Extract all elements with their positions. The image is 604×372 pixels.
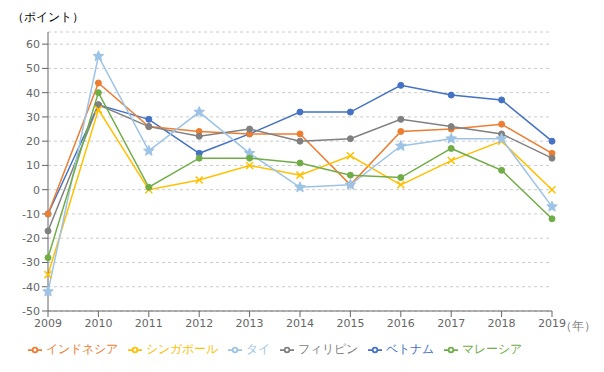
html-text:シンガポール: シンガポール bbox=[146, 342, 218, 356]
svg-text:10: 10 bbox=[26, 159, 40, 172]
html-text:インドネシア: インドネシア bbox=[46, 342, 118, 356]
html-text:ベトナム: ベトナム bbox=[386, 342, 434, 356]
svg-text:2010: 2010 bbox=[84, 317, 112, 330]
svg-text:0: 0 bbox=[33, 184, 40, 197]
svg-text:60: 60 bbox=[26, 38, 40, 51]
html-text:マレーシア: マレーシア bbox=[462, 342, 522, 356]
svg-text:2018: 2018 bbox=[488, 317, 516, 330]
svg-text:2013: 2013 bbox=[236, 317, 264, 330]
svg-text:2014: 2014 bbox=[286, 317, 314, 330]
svg-text:2017: 2017 bbox=[437, 317, 465, 330]
svg-text:-50: -50 bbox=[22, 305, 40, 318]
svg-text:40: 40 bbox=[26, 87, 40, 100]
svg-text:-10: -10 bbox=[22, 208, 40, 221]
svg-text:-40: -40 bbox=[22, 281, 40, 294]
svg-text:50: 50 bbox=[26, 62, 40, 75]
svg-text:-30: -30 bbox=[22, 256, 40, 269]
svg-text:2019: 2019 bbox=[538, 316, 566, 330]
svg-text:20: 20 bbox=[26, 135, 40, 148]
svg-text:2015: 2015 bbox=[336, 317, 364, 330]
html-text:タイ: タイ bbox=[246, 342, 270, 356]
svg-text:-20: -20 bbox=[22, 232, 40, 245]
svg-text:30: 30 bbox=[26, 111, 40, 124]
svg-text:2016: 2016 bbox=[387, 317, 415, 330]
html-text:（ポイント）: （ポイント） bbox=[12, 10, 84, 24]
html-text:フィリピン: フィリピン bbox=[298, 342, 358, 356]
svg-text:（年）: （年） bbox=[560, 319, 596, 333]
svg-text:2012: 2012 bbox=[185, 317, 213, 330]
svg-text:2009: 2009 bbox=[34, 317, 62, 330]
svg-text:2011: 2011 bbox=[135, 317, 163, 330]
